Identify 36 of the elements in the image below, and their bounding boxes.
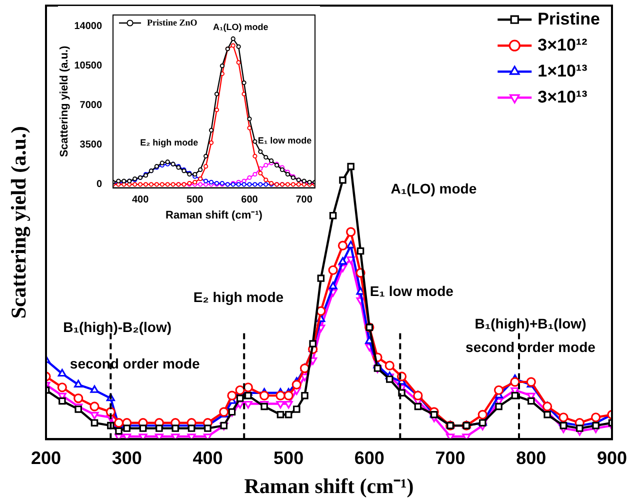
x-tick-label: 200 xyxy=(30,448,62,468)
annotation: second order mode xyxy=(70,355,200,372)
annotation: A₁(LO) mode xyxy=(390,180,477,196)
x-tick-label: 400 xyxy=(192,448,223,468)
x-tick-label: 900 xyxy=(596,448,628,468)
y-tick-label: 7000 xyxy=(80,100,102,112)
y-axis-title: Scattering yield (a.u.) xyxy=(6,126,30,319)
x-tick-label: 400 xyxy=(132,194,150,206)
x-tick-label: 300 xyxy=(112,448,142,468)
annotation: E₂ high mode xyxy=(193,289,284,306)
y-tick-label: 10500 xyxy=(74,60,102,72)
x-tick-label: 600 xyxy=(354,448,384,468)
y-tick-label: 3500 xyxy=(80,140,102,151)
annotation: E₂ high mode xyxy=(140,137,198,148)
annotation: B₁(high)+B₁(low) xyxy=(474,316,586,332)
x-tick-label: 700 xyxy=(435,448,466,468)
legend-label: 3×10¹² xyxy=(538,35,588,54)
x-tick-label: 800 xyxy=(516,448,546,468)
x-tick-label: 500 xyxy=(274,448,304,468)
annotation: B₁(high)-B₂(low) xyxy=(63,319,172,336)
legend-label: 1×10¹³ xyxy=(538,61,588,80)
legend-label: Pristine xyxy=(538,9,600,28)
y-tick-label: 0 xyxy=(96,179,102,190)
legend-label: 3×10¹³ xyxy=(538,87,588,106)
annotation: E₁ low mode xyxy=(370,283,454,300)
x-tick-label: 500 xyxy=(186,194,204,206)
annotation: second order mode xyxy=(466,339,596,356)
x-tick-label: 600 xyxy=(241,194,258,206)
x-axis-title: Raman shift (cm⁻¹) xyxy=(244,474,414,498)
annotation: A₁(LO) mode xyxy=(213,22,268,32)
x-axis-title: Raman shift (cm⁻¹) xyxy=(166,209,263,222)
y-tick-label: 14000 xyxy=(74,21,102,32)
x-tick-label: 700 xyxy=(296,194,313,206)
y-axis-title: Scattering yield (a.u.) xyxy=(58,45,71,158)
annotation: E₁ low mode xyxy=(258,136,312,146)
legend-label: Pristine ZnO xyxy=(147,17,198,28)
